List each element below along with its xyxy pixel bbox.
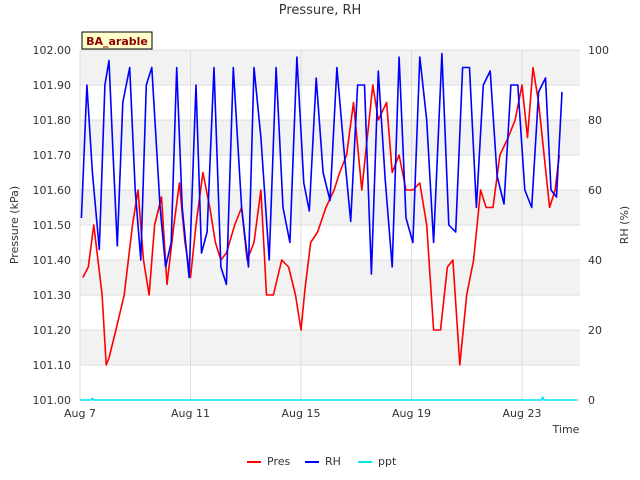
y-tick-label-left: 101.00 xyxy=(33,394,72,407)
x-tick-label: Aug 7 xyxy=(64,407,96,420)
left-axis-ticks: 101.00 101.10 101.20 101.30 101.40 101.50 101.… xyxy=(33,44,72,407)
y-tick-label-left: 101.20 xyxy=(33,324,72,337)
legend-label-ppt: ppt xyxy=(378,455,397,468)
series-line-rh xyxy=(80,52,563,286)
series-layer xyxy=(80,52,578,401)
y-axis-label-left: Pressure (kPa) xyxy=(8,186,21,264)
legend-label-rh: RH xyxy=(325,455,341,468)
y-tick-label-right: 100 xyxy=(588,44,609,57)
x-axis-ticks: Aug 7 Aug 11 Aug 15 Aug 19 Aug 23 xyxy=(64,407,541,420)
y-tick-label-left: 101.10 xyxy=(33,359,72,372)
series-line-ppt xyxy=(80,396,578,401)
series-line-pres xyxy=(82,66,561,366)
y-tick-label-right: 60 xyxy=(588,184,602,197)
plot-band xyxy=(80,330,580,365)
y-tick-label-left: 101.70 xyxy=(33,149,72,162)
y-tick-label-left: 101.90 xyxy=(33,79,72,92)
site-label: BA_arable xyxy=(86,35,148,48)
plot-band xyxy=(80,120,580,155)
chart-title: Pressure, RH xyxy=(279,3,362,18)
plot-band xyxy=(80,50,580,85)
plot-band xyxy=(80,260,580,295)
y-tick-label-left: 101.60 xyxy=(33,184,72,197)
y-axis-label-right: RH (%) xyxy=(618,206,631,244)
x-tick-label: Aug 15 xyxy=(282,407,321,420)
y-tick-label-right: 80 xyxy=(588,114,602,127)
x-tick-label: Aug 19 xyxy=(392,407,431,420)
y-tick-label-left: 101.40 xyxy=(33,254,72,267)
y-tick-label-left: 101.30 xyxy=(33,289,72,302)
y-tick-label-left: 102.00 xyxy=(33,44,72,57)
y-tick-label-right: 40 xyxy=(588,254,602,267)
legend-label-pres: Pres xyxy=(267,455,290,468)
y-tick-label-left: 101.80 xyxy=(33,114,72,127)
y-tick-label-right: 0 xyxy=(588,394,595,407)
y-tick-label-right: 20 xyxy=(588,324,602,337)
legend: Pres RH ppt xyxy=(247,455,397,468)
site-label-box xyxy=(81,31,153,50)
right-axis-ticks: 0 20 40 60 80 100 xyxy=(588,44,609,407)
x-tick-label: Aug 23 xyxy=(502,407,541,420)
x-axis-label: Time xyxy=(552,423,580,436)
x-tick-label: Aug 11 xyxy=(171,407,210,420)
y-tick-label-left: 101.50 xyxy=(33,219,72,232)
